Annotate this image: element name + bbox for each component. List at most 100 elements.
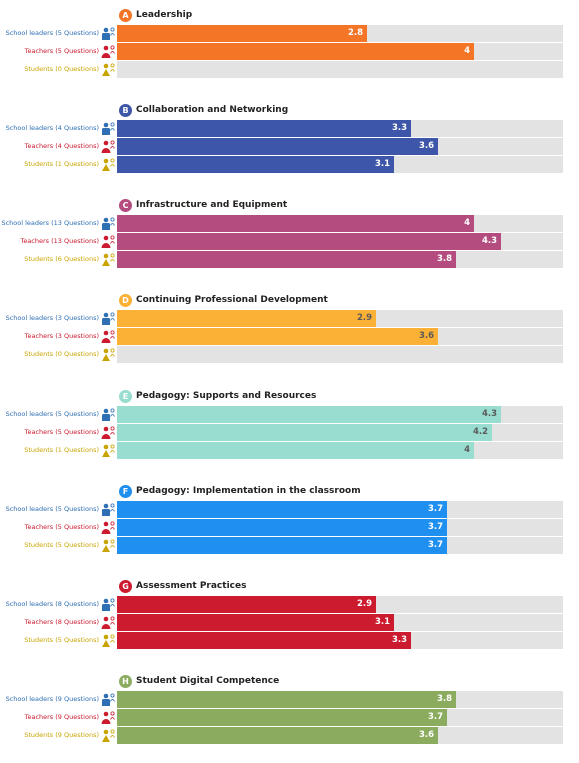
bar-row: Students (0 Questions) bbox=[0, 61, 579, 78]
section-title: Infrastructure and Equipment bbox=[136, 200, 288, 210]
teacher-icon bbox=[101, 330, 115, 343]
bar-row: School leaders (9 Questions) 3.8 bbox=[0, 691, 579, 708]
bar bbox=[117, 310, 376, 327]
row-label: School leaders (4 Questions) bbox=[5, 124, 99, 132]
bar bbox=[117, 156, 394, 173]
chart-section: G Assessment Practices School leaders (8 Q… bbox=[0, 578, 579, 658]
student-icon bbox=[102, 348, 115, 361]
row-label: Teachers (13 Questions) bbox=[20, 237, 99, 245]
bar bbox=[117, 424, 492, 441]
bar-row: School leaders (3 Questions) 2.9 bbox=[0, 310, 579, 327]
student-icon bbox=[102, 253, 115, 266]
row-label: Teachers (4 Questions) bbox=[24, 142, 99, 150]
bar-track: 3.7 bbox=[117, 709, 563, 726]
row-label: Teachers (5 Questions) bbox=[24, 523, 99, 531]
school-leader-icon bbox=[102, 408, 115, 421]
section-badge: B bbox=[119, 103, 132, 117]
bar-value-label: 4 bbox=[464, 46, 470, 56]
row-label: Teachers (5 Questions) bbox=[24, 428, 99, 436]
bar-track: 3.8 bbox=[117, 251, 563, 268]
bar-row: Students (5 Questions) 3.3 bbox=[0, 632, 579, 649]
teacher-icon bbox=[101, 616, 115, 629]
bar-track: 4 bbox=[117, 43, 563, 60]
section-header: H Student Digital Competence bbox=[119, 673, 279, 689]
section-header: G Assessment Practices bbox=[119, 578, 246, 594]
bar-track: 4 bbox=[117, 442, 563, 459]
bar-value-label: 4.3 bbox=[481, 409, 497, 419]
section-title: Collaboration and Networking bbox=[136, 105, 289, 115]
bar bbox=[117, 614, 394, 631]
bar-track bbox=[117, 61, 563, 78]
bar-track: 3.7 bbox=[117, 501, 563, 518]
bar bbox=[117, 501, 447, 518]
bar-value-label: 3.1 bbox=[374, 617, 390, 627]
bar-track: 3.7 bbox=[117, 537, 563, 554]
section-badge: F bbox=[119, 484, 132, 498]
school-leader-icon bbox=[102, 312, 115, 325]
teacher-icon bbox=[101, 235, 115, 248]
bar-track: 2.8 bbox=[117, 25, 563, 42]
teacher-icon bbox=[101, 426, 115, 439]
chart-section: B Collaboration and Networking School lead… bbox=[0, 102, 579, 182]
bar-value-label: 3.8 bbox=[436, 694, 452, 704]
bar-track: 4.3 bbox=[117, 233, 563, 250]
bar-value-label: 3.7 bbox=[427, 522, 443, 532]
chart-section: E Pedagogy: Supports and Resources School … bbox=[0, 388, 579, 468]
bar-track bbox=[117, 346, 563, 363]
row-label: Teachers (3 Questions) bbox=[24, 332, 99, 340]
row-label: Students (0 Questions) bbox=[24, 65, 99, 73]
row-label: Students (6 Questions) bbox=[24, 255, 99, 263]
bar-row: Teachers (4 Questions) 3.6 bbox=[0, 138, 579, 155]
student-icon bbox=[102, 63, 115, 76]
row-label: Teachers (8 Questions) bbox=[24, 618, 99, 626]
bar-row: School leaders (8 Questions) 2.9 bbox=[0, 596, 579, 613]
bar bbox=[117, 43, 474, 60]
row-label: Students (5 Questions) bbox=[24, 541, 99, 549]
row-label: School leaders (5 Questions) bbox=[5, 410, 99, 418]
bar-track: 3.7 bbox=[117, 519, 563, 536]
row-label: School leaders (5 Questions) bbox=[5, 505, 99, 513]
chart-section: H Student Digital Competence School leader… bbox=[0, 673, 579, 753]
row-label: Students (9 Questions) bbox=[24, 731, 99, 739]
row-label: School leaders (13 Questions) bbox=[1, 219, 99, 227]
bar-row: School leaders (5 Questions) 4.3 bbox=[0, 406, 579, 423]
bar-row: Students (6 Questions) 3.8 bbox=[0, 251, 579, 268]
bar bbox=[117, 138, 438, 155]
chart-section: D Continuing Professional Development Scho… bbox=[0, 292, 579, 372]
row-label: School leaders (3 Questions) bbox=[5, 314, 99, 322]
student-icon bbox=[102, 729, 115, 742]
bar-value-label: 4 bbox=[464, 445, 470, 455]
bar-value-label: 4 bbox=[464, 218, 470, 228]
bar-value-label: 2.8 bbox=[347, 28, 363, 38]
bar-value-label: 2.9 bbox=[356, 599, 372, 609]
bar-value-label: 3.3 bbox=[391, 123, 407, 133]
bar-row: School leaders (13 Questions) 4 bbox=[0, 215, 579, 232]
bar-track: 3.6 bbox=[117, 138, 563, 155]
bar-row: Teachers (13 Questions) 4.3 bbox=[0, 233, 579, 250]
bar-track: 4.2 bbox=[117, 424, 563, 441]
chart-section: A Leadership School leaders (5 Questions) 2… bbox=[0, 7, 579, 87]
bar-row: Teachers (8 Questions) 3.1 bbox=[0, 614, 579, 631]
bar-track: 3.6 bbox=[117, 328, 563, 345]
teacher-icon bbox=[101, 711, 115, 724]
bar-track: 3.8 bbox=[117, 691, 563, 708]
row-label: Students (1 Questions) bbox=[24, 446, 99, 454]
school-leader-icon bbox=[102, 598, 115, 611]
bar-row: School leaders (4 Questions) 3.3 bbox=[0, 120, 579, 137]
bar-row: Students (9 Questions) 3.6 bbox=[0, 727, 579, 744]
bar-value-label: 3.7 bbox=[427, 504, 443, 514]
bar bbox=[117, 727, 438, 744]
bar-track: 4.3 bbox=[117, 406, 563, 423]
school-leader-icon bbox=[102, 27, 115, 40]
section-header: A Leadership bbox=[119, 7, 192, 23]
bar-row: School leaders (5 Questions) 3.7 bbox=[0, 501, 579, 518]
section-header: C Infrastructure and Equipment bbox=[119, 197, 287, 213]
bar-value-label: 3.3 bbox=[391, 635, 407, 645]
bar bbox=[117, 691, 456, 708]
teacher-icon bbox=[101, 140, 115, 153]
row-label: Students (5 Questions) bbox=[24, 636, 99, 644]
bar-value-label: 3.8 bbox=[436, 254, 452, 264]
bar bbox=[117, 632, 411, 649]
student-icon bbox=[102, 158, 115, 171]
bar-row: Teachers (5 Questions) 3.7 bbox=[0, 519, 579, 536]
